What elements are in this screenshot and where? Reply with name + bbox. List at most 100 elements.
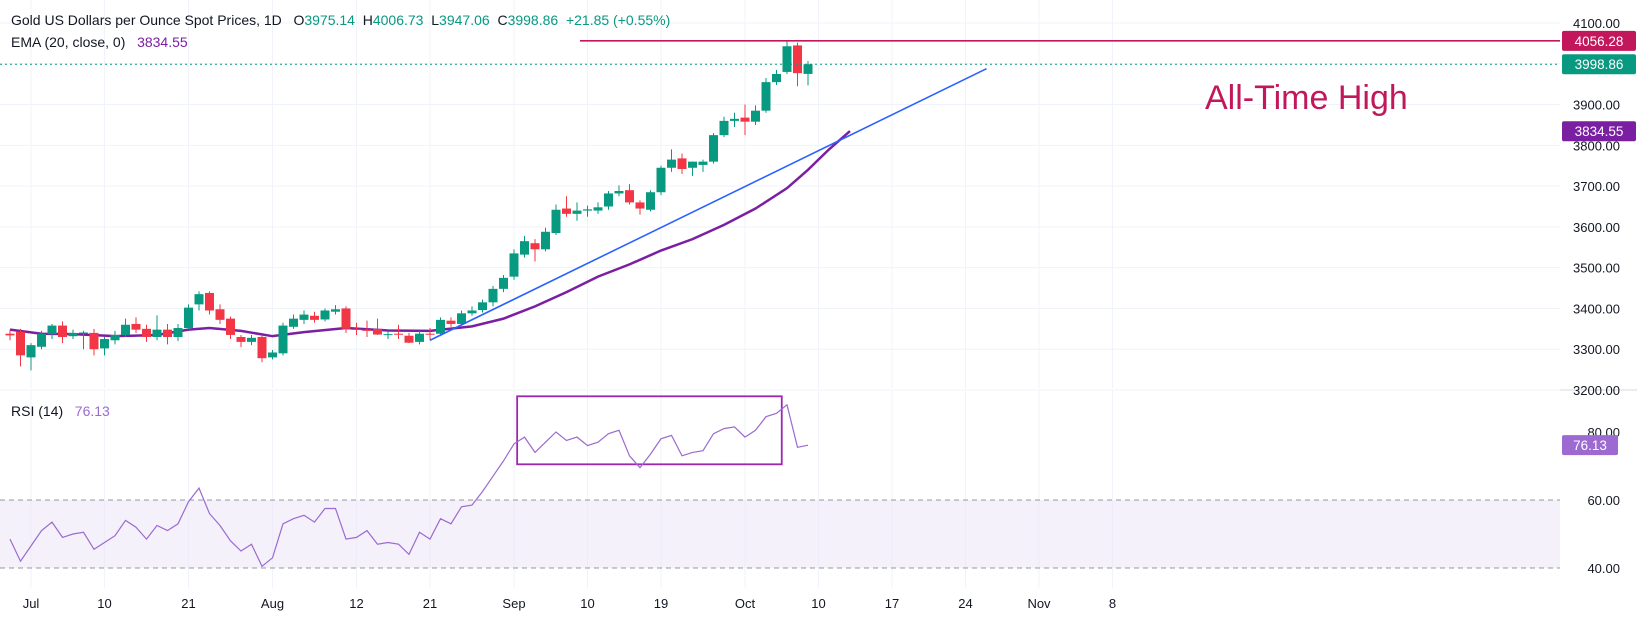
time-tick-label: 10 — [811, 596, 825, 611]
candle-body — [352, 328, 361, 330]
candle-body — [436, 319, 445, 334]
candle — [604, 191, 613, 210]
candle — [226, 316, 235, 340]
rsi-last-tag: 76.13 — [1573, 438, 1607, 453]
candle-body — [79, 332, 88, 334]
candle-body — [520, 241, 529, 255]
price-tick-label: 4100.00 — [1573, 16, 1620, 31]
price-tick-label: 3900.00 — [1573, 98, 1620, 113]
candle — [131, 317, 141, 333]
candle — [341, 306, 351, 333]
candle-body — [509, 253, 519, 277]
time-tick-label: 10 — [97, 596, 111, 611]
candle — [751, 105, 760, 125]
candle — [446, 317, 456, 327]
last-price-tag-bg — [1562, 54, 1636, 75]
candle — [58, 321, 67, 344]
candle — [47, 323, 57, 340]
candle-body — [793, 45, 802, 74]
candle — [184, 304, 193, 330]
time-tick-label: 21 — [181, 596, 195, 611]
time-tick-label: 8 — [1109, 596, 1116, 611]
candle — [215, 304, 225, 324]
candle-body — [614, 191, 624, 194]
candle — [310, 311, 319, 323]
ema-last-tag: 3834.55 — [1575, 124, 1624, 139]
candle-body — [289, 318, 298, 327]
time-tick-label: Nov — [1027, 596, 1051, 611]
candle-body — [205, 292, 214, 311]
candle — [761, 78, 771, 113]
candle — [331, 305, 340, 315]
candle — [299, 310, 309, 324]
candle-body — [331, 309, 340, 312]
candle-body — [499, 277, 508, 289]
candle-body — [583, 209, 592, 211]
candle-body — [478, 302, 487, 311]
candle — [194, 291, 204, 311]
all-time-high-tag: 4056.28 — [1575, 34, 1624, 49]
candle — [352, 322, 361, 335]
candle-body — [152, 329, 162, 337]
candle-body — [803, 64, 813, 74]
candle-body — [184, 307, 193, 329]
candle-body — [110, 334, 120, 341]
candle — [467, 306, 477, 316]
candle-body — [740, 117, 750, 122]
close-label: C — [497, 12, 508, 28]
time-tick-label: 19 — [654, 596, 668, 611]
candle-body — [562, 208, 571, 214]
candle — [320, 308, 330, 322]
candlesticks — [5, 40, 813, 371]
candle — [740, 104, 750, 136]
close-value: 3998.86 — [507, 12, 559, 28]
candle — [572, 202, 582, 221]
candle-body — [761, 82, 771, 111]
high-value: 4006.73 — [372, 12, 424, 28]
candle — [79, 330, 88, 350]
rsi-tick-label: 60.00 — [1587, 493, 1620, 508]
time-tick-label: Sep — [502, 596, 525, 611]
price-tick-label: 3300.00 — [1573, 342, 1620, 357]
candle-body — [16, 331, 25, 356]
open-value: 3975.14 — [304, 12, 355, 28]
candle — [656, 165, 666, 196]
candle — [793, 42, 802, 87]
all-time-high-tag-bg — [1562, 30, 1636, 51]
rsi-legend: RSI (14) 76.13 — [11, 403, 110, 419]
candle — [698, 159, 708, 172]
candle — [499, 275, 508, 293]
candle — [278, 322, 288, 356]
candle — [593, 202, 603, 214]
candle-body — [5, 333, 15, 336]
candle-body — [394, 333, 403, 335]
candle — [530, 239, 540, 262]
time-tick-label: Jul — [23, 596, 40, 611]
candle — [677, 153, 687, 174]
price-tick-label: 3400.00 — [1573, 301, 1620, 316]
candle-body — [457, 313, 466, 324]
candle-body — [719, 120, 729, 136]
candle-body — [593, 207, 603, 211]
candle-body — [751, 110, 760, 122]
candle-body — [341, 308, 351, 329]
candle-body — [772, 73, 781, 83]
candle-body — [247, 337, 256, 342]
candle-body — [677, 158, 687, 169]
rsi-tick-label: 40.00 — [1587, 561, 1620, 576]
candle-body — [268, 352, 277, 358]
candle — [709, 133, 718, 164]
candle-body — [121, 324, 130, 335]
candle-body — [782, 46, 792, 72]
price-tick-label: 3700.00 — [1573, 179, 1620, 194]
candle — [383, 330, 393, 340]
candle — [257, 334, 267, 363]
candle-body — [625, 190, 634, 203]
candle — [247, 334, 256, 346]
candle-body — [383, 334, 393, 336]
candle-body — [373, 328, 382, 335]
candle — [614, 185, 624, 197]
candle-body — [58, 325, 67, 337]
candle-body — [257, 336, 267, 359]
